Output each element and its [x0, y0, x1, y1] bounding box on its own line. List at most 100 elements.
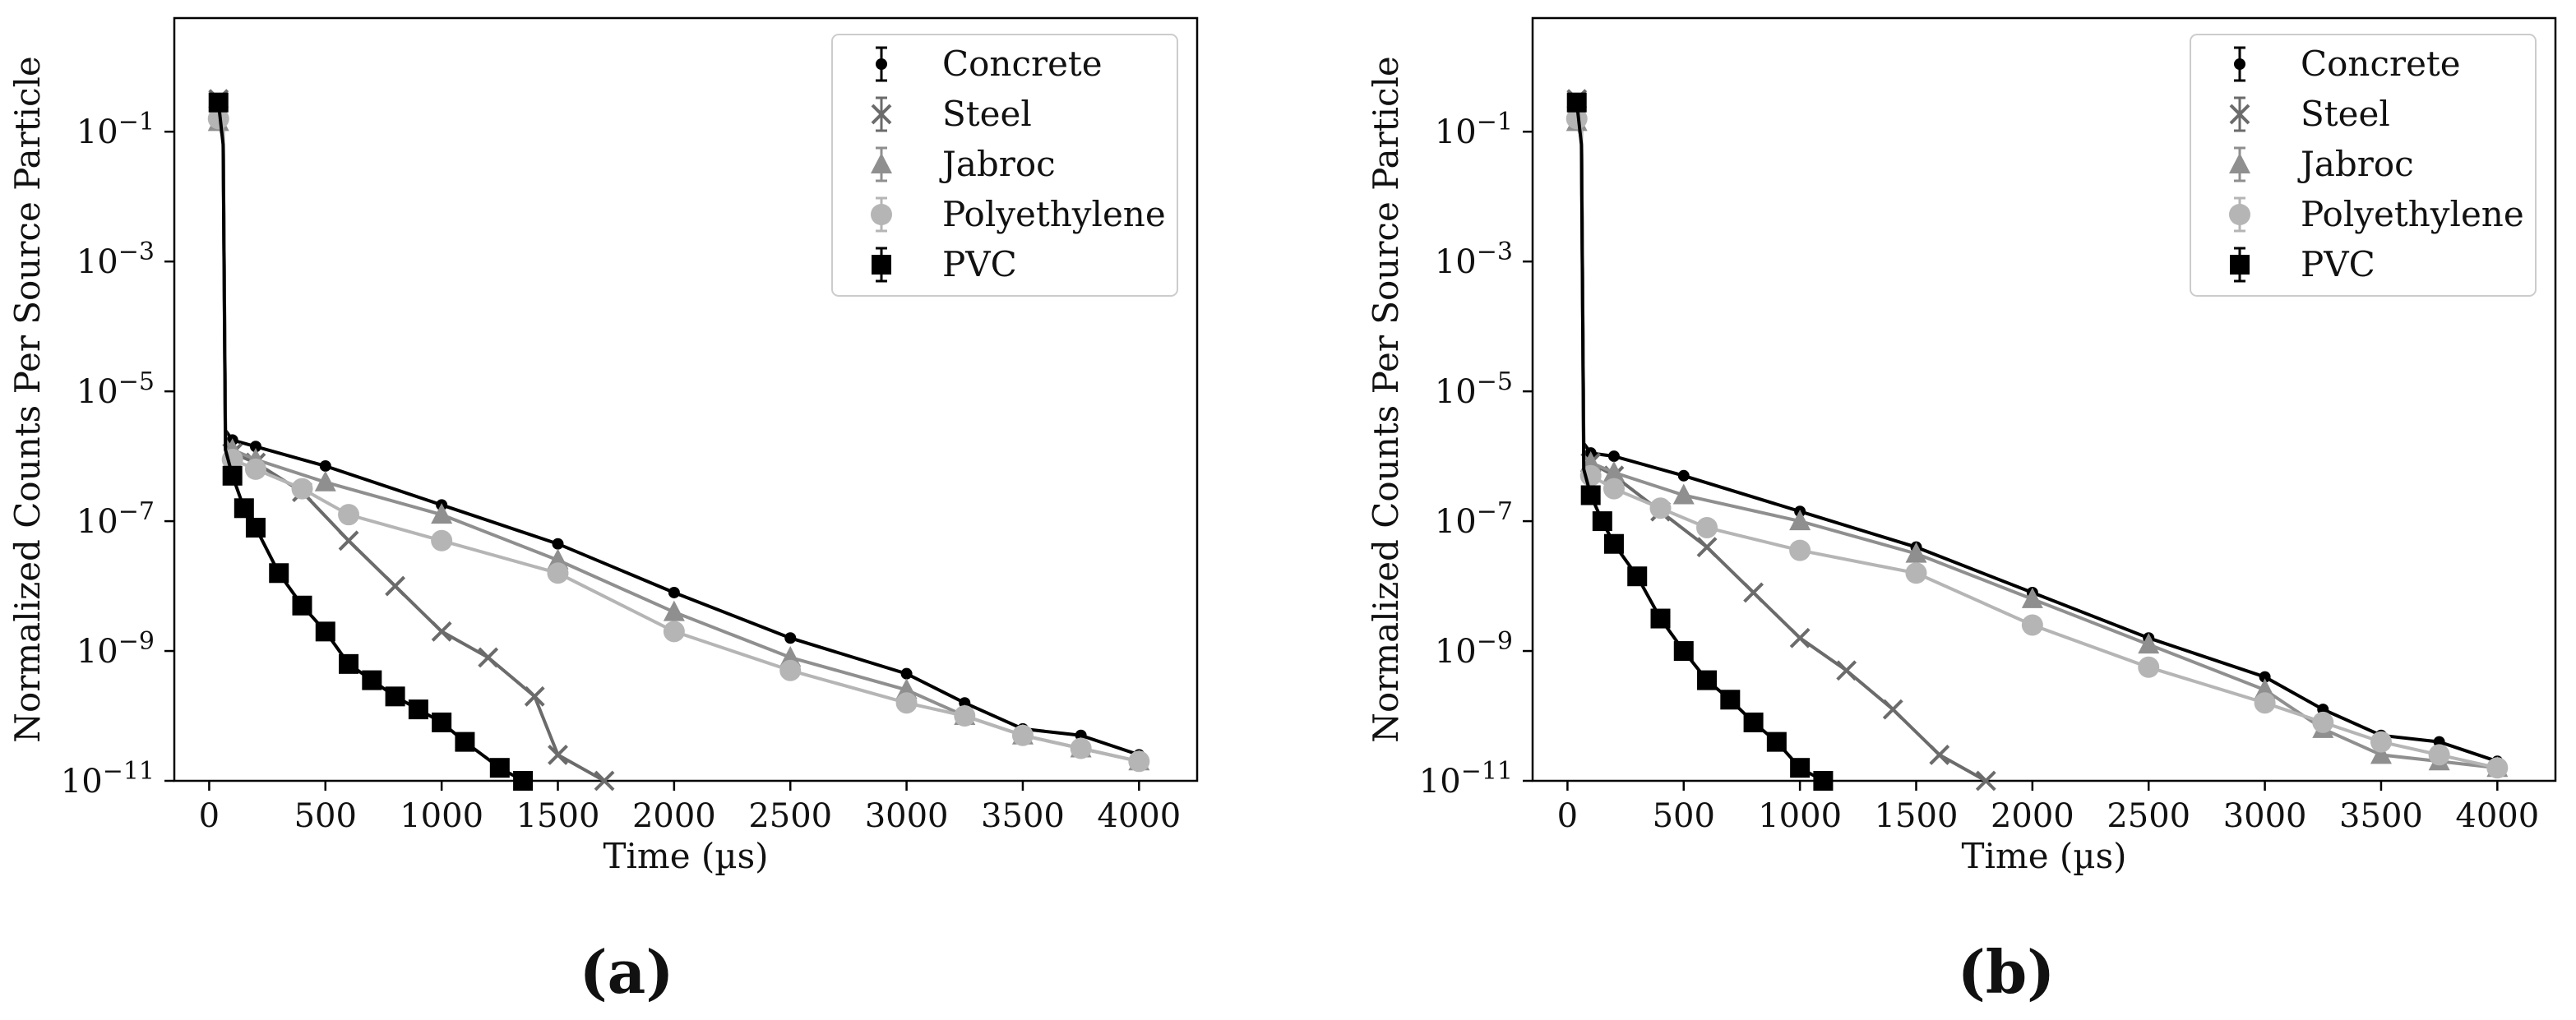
x-tick-label: 2500	[748, 797, 832, 835]
y-tick-label: 10−11	[1419, 757, 1513, 801]
data-point-steel-stroke-b	[478, 647, 499, 668]
data-point-polyethylene	[1905, 562, 1927, 584]
data-point-pvc	[1743, 712, 1764, 732]
legend: Concrete Steel Jabroc Polyethylene PVC	[831, 34, 1178, 297]
x-tick-label: 1000	[400, 797, 483, 835]
x-tick-label: 4000	[2455, 797, 2539, 835]
data-point-pvc	[339, 653, 359, 674]
legend-marker-concrete	[2234, 58, 2245, 70]
data-point-jabroc	[2370, 743, 2392, 764]
data-point-jabroc	[663, 600, 685, 621]
legend-label-steel: Steel	[2301, 94, 2390, 134]
data-point-pvc	[222, 465, 243, 486]
data-point-steel-stroke-b	[1789, 627, 1811, 648]
legend-label-pvc: PVC	[2301, 244, 2375, 284]
data-point-steel-stroke-b	[594, 770, 615, 792]
data-point-steel-stroke-b	[1975, 770, 1996, 792]
x-tick-label: 500	[1653, 797, 1715, 835]
data-point-jabroc	[1672, 483, 1695, 505]
data-point-steel	[1929, 744, 1950, 765]
data-point-steel-stroke-b	[1929, 744, 1950, 765]
legend-label-concrete: Concrete	[942, 44, 1103, 84]
legend-marker-jabroc	[2229, 153, 2250, 173]
data-point-steel	[524, 685, 545, 707]
y-tick-label: 10−1	[76, 108, 155, 151]
legend-label-jabroc: Jabroc	[2297, 144, 2414, 184]
data-point-steel-stroke-b	[548, 744, 568, 765]
data-point-pvc	[245, 517, 266, 538]
x-tick-label: 3000	[865, 797, 949, 835]
data-point-jabroc	[1905, 542, 1927, 563]
data-point-steel-stroke-b	[1743, 582, 1764, 603]
y-tick-label: 10−9	[76, 627, 155, 671]
data-point-jabroc	[2021, 587, 2043, 608]
data-point-polyethylene	[547, 562, 569, 584]
legend-marker-polyethylene	[871, 204, 892, 225]
y-tick-label: 10−11	[61, 757, 155, 801]
data-point-concrete	[319, 459, 331, 472]
data-point-polyethylene	[779, 659, 802, 681]
x-tick-label: 1500	[1875, 797, 1959, 835]
data-point-pvc	[1673, 641, 1694, 662]
data-point-jabroc	[1602, 460, 1625, 482]
data-point-polyethylene	[1128, 750, 1150, 773]
legend-box	[2190, 34, 2537, 297]
data-point-polyethylene	[244, 458, 266, 480]
data-point-polyethylene	[338, 504, 360, 526]
x-axis-label: Time (µs)	[1961, 836, 2126, 876]
data-point-steel-stroke-b	[431, 621, 452, 642]
data-point-pvc	[1627, 566, 1648, 587]
x-tick-label: 1000	[1758, 797, 1842, 835]
data-point-pvc	[1766, 732, 1787, 752]
data-point-pvc	[1813, 771, 1834, 791]
legend-label-steel: Steel	[942, 94, 1032, 134]
data-point-pvc	[362, 670, 382, 690]
data-point-steel-stroke-b	[1696, 537, 1718, 558]
x-tick-label: 2500	[2107, 797, 2190, 835]
data-point-polyethylene	[207, 108, 229, 130]
data-point-concrete	[552, 538, 564, 550]
data-point-polyethylene	[2428, 744, 2450, 766]
data-point-steel	[1836, 660, 1857, 681]
legend-marker-steel	[2229, 104, 2250, 125]
data-point-pvc	[513, 771, 534, 791]
legend-label-jabroc: Jabroc	[939, 144, 1056, 184]
data-point-pvc	[269, 563, 289, 584]
data-point-polyethylene	[1011, 724, 1034, 746]
data-point-pvc	[1603, 533, 1624, 554]
data-point-polyethylene	[1602, 478, 1625, 500]
data-point-polyethylene	[1649, 497, 1672, 519]
chart-panel-b: 0 500 1000 1500 2000 2500 3000 3500 4000 10−1 10−3…	[1366, 16, 2557, 1007]
legend-label-polyethylene: Polyethylene	[942, 194, 1166, 234]
panel-caption: (b)	[1958, 937, 2055, 1007]
x-tick-label: 4000	[1097, 797, 1181, 835]
x-tick-label: 500	[294, 797, 357, 835]
series-pvc	[1566, 92, 1834, 791]
legend-label-concrete: Concrete	[2301, 44, 2461, 84]
data-point-polyethylene	[1696, 516, 1718, 538]
y-tick-label: 10−1	[1435, 108, 1513, 151]
data-point-steel	[1882, 699, 1903, 720]
data-point-concrete	[900, 667, 913, 680]
data-point-polyethylene	[2021, 614, 2043, 636]
data-point-pvc	[234, 498, 254, 519]
data-point-pvc	[292, 595, 312, 616]
data-point-steel	[1789, 627, 1811, 648]
data-point-pvc	[455, 732, 475, 752]
data-point-concrete	[668, 586, 680, 598]
data-point-polyethylene	[1565, 108, 1588, 130]
data-point-jabroc	[2138, 633, 2160, 654]
data-point-polyethylene	[2138, 656, 2160, 678]
data-point-polyethylene	[1070, 737, 1092, 759]
legend-marker-steel	[871, 104, 892, 125]
data-point-polyethylene	[663, 621, 685, 643]
data-point-steel-stroke-b	[338, 530, 359, 552]
data-point-steel-stroke-b	[1836, 660, 1857, 681]
data-point-pvc	[1592, 511, 1612, 532]
data-point-polyethylene	[895, 692, 918, 714]
data-point-pvc	[315, 621, 335, 642]
data-point-pvc	[408, 699, 428, 720]
data-point-polyethylene	[431, 529, 453, 552]
y-tick-label: 10−5	[1435, 367, 1513, 411]
data-point-concrete	[1677, 469, 1690, 482]
